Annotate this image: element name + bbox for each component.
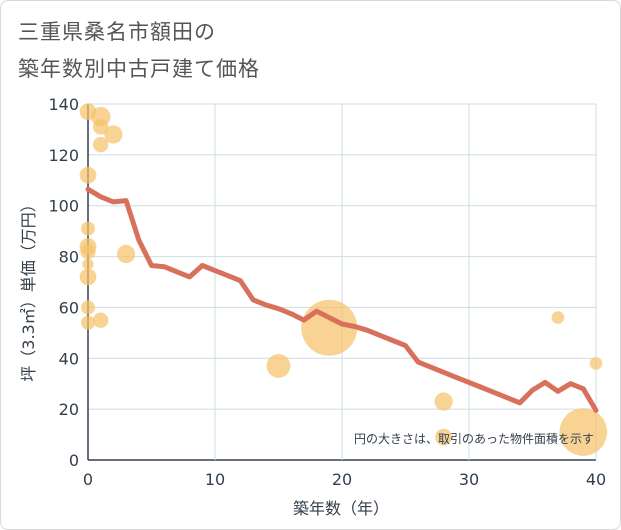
bubble-size-note: 円の大きさは、取引のあった物件面積を示す xyxy=(354,431,594,446)
y-axis-label: 坪（3.3㎡）単価（万円） xyxy=(19,196,38,381)
bubble-point xyxy=(104,125,123,144)
gridlines xyxy=(87,103,597,461)
y-tick-label: 140 xyxy=(48,95,79,114)
bubble-point xyxy=(117,244,136,264)
bubble-point xyxy=(81,315,95,330)
tick-labels: 0 20 40 60 80 100 120 140 0 10 20 30 40 xyxy=(48,95,606,489)
x-tick-label: 20 xyxy=(332,470,352,489)
bubble-point xyxy=(93,312,109,328)
y-tick-label: 100 xyxy=(48,197,79,216)
bubble-point xyxy=(80,243,96,260)
bubble-point xyxy=(81,300,95,315)
y-tick-label: 120 xyxy=(48,146,79,165)
x-tick-label: 0 xyxy=(83,470,93,489)
x-tick-label: 30 xyxy=(459,470,479,489)
chart-title: 三重県桑名市額田の 築年数別中古戸建て価格 xyxy=(18,14,260,88)
bubble-point xyxy=(93,136,109,153)
x-tick-label: 40 xyxy=(586,470,606,489)
bubble-point xyxy=(93,119,109,135)
y-tick-label: 20 xyxy=(59,400,79,419)
y-tick-label: 80 xyxy=(59,248,79,267)
chart-title-line-2: 築年数別中古戸建て価格 xyxy=(18,57,260,81)
bubble-point xyxy=(81,221,95,236)
bubble-series xyxy=(79,103,608,456)
bubble-point xyxy=(82,258,94,270)
bubble-point xyxy=(79,166,97,184)
bubble-point xyxy=(79,268,97,286)
bubble-point xyxy=(559,408,608,456)
chart-title-line-1: 三重県桑名市額田の xyxy=(18,20,216,44)
x-axis-label: 築年数（年） xyxy=(293,499,389,518)
bubble-point xyxy=(551,311,565,324)
average-line-series xyxy=(85,186,599,413)
bubble-point xyxy=(266,354,291,378)
bubble-point xyxy=(434,392,453,411)
bubble-point xyxy=(589,357,603,370)
bubble-point xyxy=(435,428,452,446)
average-price-line xyxy=(85,186,599,413)
y-tick-label: 0 xyxy=(69,451,79,470)
y-tick-label: 40 xyxy=(59,349,79,368)
x-tick-label: 10 xyxy=(205,470,225,489)
y-tick-label: 60 xyxy=(59,298,79,317)
